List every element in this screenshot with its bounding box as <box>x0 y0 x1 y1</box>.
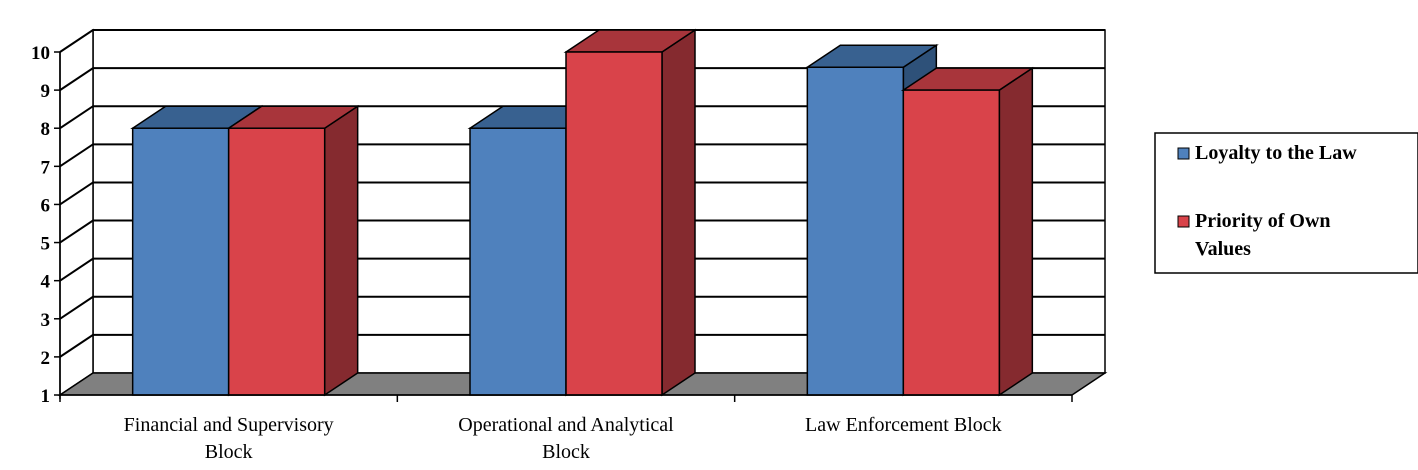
gridline-7 <box>59 143 1105 168</box>
bar-3-1 <box>806 66 905 396</box>
gridline-5 <box>59 219 1105 244</box>
gridline-8 <box>59 105 1105 130</box>
y-tick-label-3: 3 <box>41 310 51 331</box>
y-tick-label-6: 6 <box>41 195 51 216</box>
y-tick-label-2: 2 <box>41 348 51 369</box>
side-wall <box>59 28 94 397</box>
axes <box>54 51 1073 402</box>
bar-1-1 <box>131 127 230 396</box>
y-tick-label-7: 7 <box>41 157 51 178</box>
legend: Loyalty to the Law Priority of Own Values <box>1154 132 1418 274</box>
bar-2-1 <box>469 127 567 396</box>
legend-swatch-2 <box>1177 215 1190 228</box>
gridline-10 <box>59 29 1105 53</box>
y-tick-label-1: 1 <box>41 386 51 407</box>
bar-1-2-side <box>323 104 359 397</box>
gridline-9 <box>59 67 1105 91</box>
y-axis-tick-labels: 1 2 3 4 5 6 7 8 9 10 <box>31 43 51 407</box>
legend-box <box>1154 132 1418 274</box>
y-tick-label-8: 8 <box>41 119 51 140</box>
legend-label-2: Priority of Own Values <box>1195 210 1331 260</box>
gridline-2 <box>59 333 1105 358</box>
legend-swatch-1 <box>1177 147 1190 160</box>
y-tick-label-9: 9 <box>41 81 51 102</box>
bar-3-2-side <box>998 66 1034 397</box>
category-label-3: Law Enforcement Block <box>805 414 1002 436</box>
bar-3-2 <box>902 89 1001 396</box>
bar-1-2 <box>227 127 326 396</box>
gridline-4 <box>59 257 1105 282</box>
bar-2-2-side <box>661 28 696 397</box>
y-tick-label-10: 10 <box>31 43 50 64</box>
category-label-1: Financial and Supervisory Block <box>124 414 334 463</box>
bar-2-2 <box>565 51 663 396</box>
y-tick-label-5: 5 <box>41 234 51 255</box>
x-axis-category-labels: Financial and Supervisory Block Operationa… <box>124 414 1002 463</box>
gridline-3 <box>59 295 1105 320</box>
category-label-2: Operational and Analytical Block <box>458 414 674 463</box>
legend-label-1: Loyalty to the Law <box>1195 142 1357 164</box>
bars <box>130 28 1035 397</box>
y-tick-label-4: 4 <box>41 272 51 293</box>
gridline-6 <box>59 181 1105 206</box>
gridlines <box>59 29 1105 358</box>
